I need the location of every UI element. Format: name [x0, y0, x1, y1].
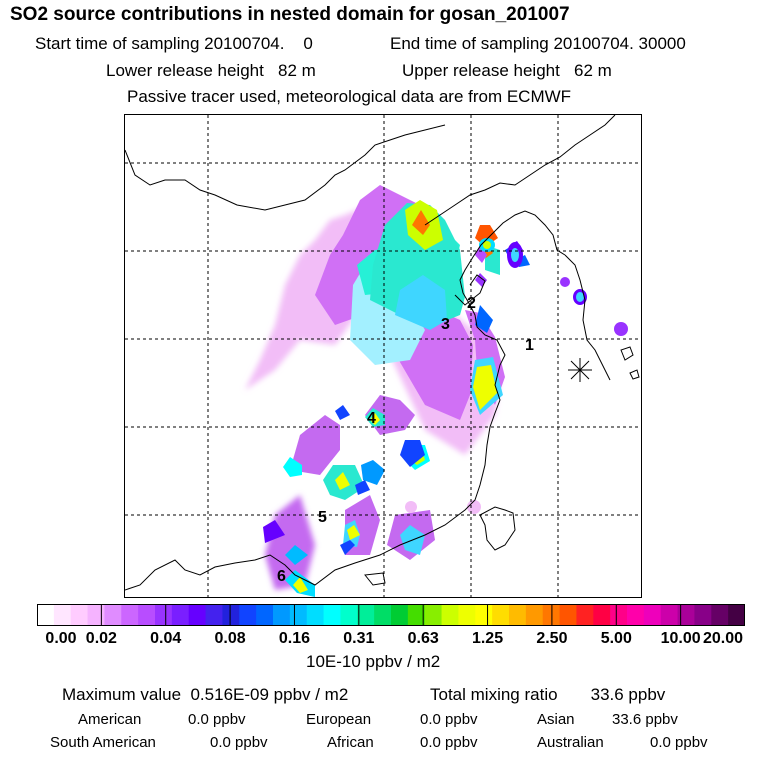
- colorbar-tick-label: 5.00: [600, 630, 632, 647]
- colorbar-tick-label: 0.00: [45, 630, 77, 647]
- colorbar-tick-label: 20.00: [702, 630, 744, 647]
- colorbar-swatch: [660, 604, 679, 626]
- colorbar-swatch: [525, 604, 544, 626]
- colorbar-swatch: [593, 604, 611, 626]
- colorbar-swatch: [694, 604, 712, 626]
- colorbar-swatch: [70, 604, 89, 626]
- european-label: European: [306, 711, 372, 728]
- colorbar-swatch: [576, 604, 594, 626]
- european-value: 0.0 ppbv: [420, 711, 478, 728]
- colorbar-border: [37, 604, 745, 626]
- source-label-3: 3: [441, 316, 450, 333]
- colorbar-swatch: [475, 604, 493, 626]
- tracer-note: Passive tracer used, meteorological data…: [127, 87, 572, 106]
- colorbar-swatch: [155, 604, 173, 626]
- colorbar-swatch: [188, 604, 207, 626]
- colorbar-tick-label: 0.31: [343, 630, 375, 647]
- colorbar-swatch: [289, 604, 308, 626]
- american-label: American: [78, 711, 142, 728]
- colorbar-tick-label: 0.16: [278, 630, 311, 647]
- map-canvas: 1 2 3 4 5 6: [125, 115, 641, 597]
- colorbar: [37, 604, 745, 626]
- concentration-field: [245, 185, 628, 597]
- maximum-value: Maximum value 0.516E-09 ppbv / m2: [62, 685, 349, 704]
- colorbar-swatch: [273, 604, 291, 626]
- australian-label: Australian: [537, 734, 604, 751]
- colorbar-swatch: [509, 604, 527, 626]
- colorbar-swatch: [53, 604, 72, 626]
- colorbar-swatches: [37, 604, 745, 626]
- colorbar-swatch: [205, 604, 224, 626]
- colorbar-swatch: [222, 604, 240, 626]
- colorbar-swatch: [559, 604, 578, 626]
- colorbar-tick-label: 0.02: [85, 630, 117, 647]
- lat-lon-grid: [125, 115, 641, 597]
- colorbar-swatch: [492, 604, 510, 626]
- south-american-value: 0.0 ppbv: [210, 734, 268, 751]
- colorbar-swatch: [87, 604, 106, 626]
- colorbar-swatch: [121, 604, 139, 626]
- colorbar-swatch: [424, 604, 443, 626]
- south-american-label: South American: [50, 734, 156, 751]
- map-panel: 1 2 3 4 5 6: [124, 114, 642, 598]
- colorbar-tick-label: 1.25: [471, 630, 504, 647]
- source-labels: 1 2 3 4 5 6: [277, 295, 534, 585]
- colorbar-swatch: [256, 604, 274, 626]
- colorbar-swatch: [104, 604, 122, 626]
- source-label-5: 5: [318, 509, 327, 526]
- colorbar-swatch: [391, 604, 409, 626]
- colorbar-swatch: [138, 604, 156, 626]
- plot-title: SO2 source contributions in nested domai…: [10, 4, 570, 25]
- source-label-1: 1: [525, 337, 534, 354]
- colorbar-swatch: [323, 604, 342, 626]
- colorbar-swatch: [627, 604, 645, 626]
- colorbar-swatch: [643, 604, 662, 626]
- african-value: 0.0 ppbv: [420, 734, 478, 751]
- colorbar-swatch: [239, 604, 257, 626]
- colorbar-swatch: [306, 604, 325, 626]
- colorbar-swatch: [37, 604, 55, 626]
- american-value: 0.0 ppbv: [188, 711, 246, 728]
- source-label-6: 6: [277, 568, 286, 585]
- upper-release-height: Upper release height 62 m: [402, 61, 612, 80]
- end-time: End time of sampling 20100704. 30000: [390, 34, 686, 53]
- colorbar-tick-label: 0.04: [150, 630, 182, 647]
- colorbar-swatch: [340, 604, 358, 626]
- colorbar-swatch: [458, 604, 476, 626]
- colorbar-swatch: [610, 604, 628, 626]
- colorbar-tick-label: 2.50: [536, 630, 568, 647]
- asian-value: 33.6 ppbv: [612, 711, 678, 728]
- start-time: Start time of sampling 20100704. 0: [35, 34, 313, 53]
- african-label: African: [327, 734, 374, 751]
- colorbar-swatch: [728, 604, 745, 626]
- lower-release-height: Lower release height 82 m: [106, 61, 316, 80]
- australian-value: 0.0 ppbv: [650, 734, 708, 751]
- colorbar-tick-label: 0.08: [214, 630, 246, 647]
- colorbar-swatch: [677, 604, 696, 626]
- total-mixing-ratio: Total mixing ratio 33.6 ppbv: [430, 685, 666, 704]
- asian-label: Asian: [537, 711, 575, 728]
- colorbar-swatch: [441, 604, 460, 626]
- colorbar-swatch: [171, 604, 190, 626]
- receptor-asterisk-marker: [568, 358, 592, 382]
- colorbar-swatch: [357, 604, 375, 626]
- colorbar-swatch: [711, 604, 729, 626]
- colorbar-swatch: [407, 604, 426, 626]
- colorbar-unit: 10E-10 ppbv / m2: [306, 652, 441, 671]
- coastlines: [125, 115, 640, 591]
- colorbar-tick-label: 0.63: [407, 630, 439, 647]
- colorbar-swatch: [374, 604, 392, 626]
- source-label-2: 2: [467, 295, 476, 312]
- colorbar-tick-label: 10.00: [660, 630, 701, 647]
- source-label-4: 4: [367, 410, 376, 427]
